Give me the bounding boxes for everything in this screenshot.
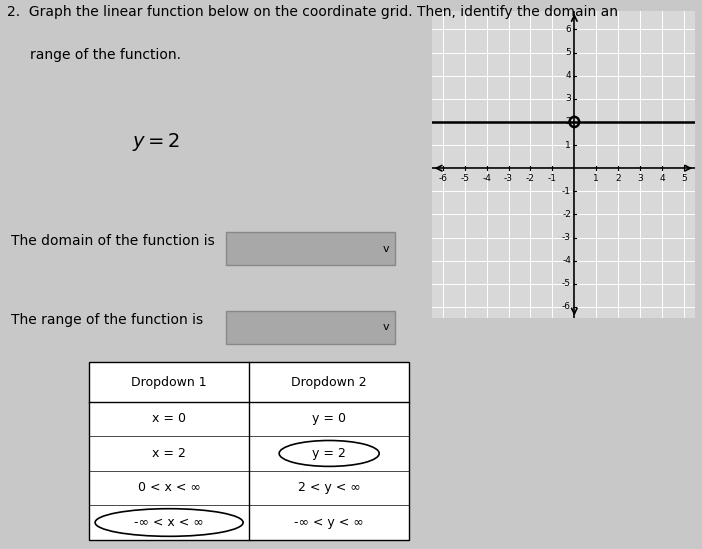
Text: -1: -1 bbox=[548, 174, 557, 183]
Text: 5: 5 bbox=[565, 48, 571, 57]
Text: -5: -5 bbox=[460, 174, 469, 183]
Text: 2 < y < ∞: 2 < y < ∞ bbox=[298, 481, 361, 495]
Text: -6: -6 bbox=[438, 174, 447, 183]
FancyBboxPatch shape bbox=[89, 362, 409, 540]
Text: $y = 2$: $y = 2$ bbox=[132, 131, 180, 153]
Text: v: v bbox=[383, 322, 390, 332]
Text: 1: 1 bbox=[565, 141, 571, 149]
Text: 1: 1 bbox=[593, 174, 599, 183]
Text: 5: 5 bbox=[681, 174, 687, 183]
Text: 4: 4 bbox=[659, 174, 665, 183]
Text: -1: -1 bbox=[562, 187, 571, 196]
Text: -2: -2 bbox=[562, 210, 571, 219]
Text: y = 2: y = 2 bbox=[312, 447, 346, 460]
Text: Dropdown 1: Dropdown 1 bbox=[131, 376, 207, 389]
Text: -3: -3 bbox=[504, 174, 513, 183]
Text: 4: 4 bbox=[565, 71, 571, 80]
Text: The domain of the function is: The domain of the function is bbox=[11, 234, 215, 248]
Text: range of the function.: range of the function. bbox=[30, 48, 181, 63]
Text: -5: -5 bbox=[562, 279, 571, 288]
Text: -6: -6 bbox=[562, 302, 571, 311]
FancyBboxPatch shape bbox=[226, 311, 395, 344]
Text: y = 0: y = 0 bbox=[312, 412, 346, 425]
Text: 6: 6 bbox=[565, 25, 571, 34]
Text: 2.  Graph the linear function below on the coordinate grid. Then, identify the d: 2. Graph the linear function below on th… bbox=[7, 5, 618, 20]
Text: 2: 2 bbox=[565, 117, 571, 126]
Text: -4: -4 bbox=[482, 174, 491, 183]
FancyBboxPatch shape bbox=[226, 232, 395, 265]
Text: -∞ < x < ∞: -∞ < x < ∞ bbox=[134, 516, 204, 529]
Text: The range of the function is: The range of the function is bbox=[11, 313, 204, 327]
Text: -4: -4 bbox=[562, 256, 571, 265]
Text: 2: 2 bbox=[616, 174, 621, 183]
Text: -2: -2 bbox=[526, 174, 535, 183]
Text: 3: 3 bbox=[637, 174, 643, 183]
Text: -∞ < y < ∞: -∞ < y < ∞ bbox=[294, 516, 364, 529]
Text: 3: 3 bbox=[565, 94, 571, 103]
Text: Dropdown 2: Dropdown 2 bbox=[291, 376, 367, 389]
Text: x = 0: x = 0 bbox=[152, 412, 186, 425]
Text: v: v bbox=[383, 244, 390, 254]
Text: 0 < x < ∞: 0 < x < ∞ bbox=[138, 481, 201, 495]
Text: x = 2: x = 2 bbox=[152, 447, 186, 460]
Text: -3: -3 bbox=[562, 233, 571, 242]
